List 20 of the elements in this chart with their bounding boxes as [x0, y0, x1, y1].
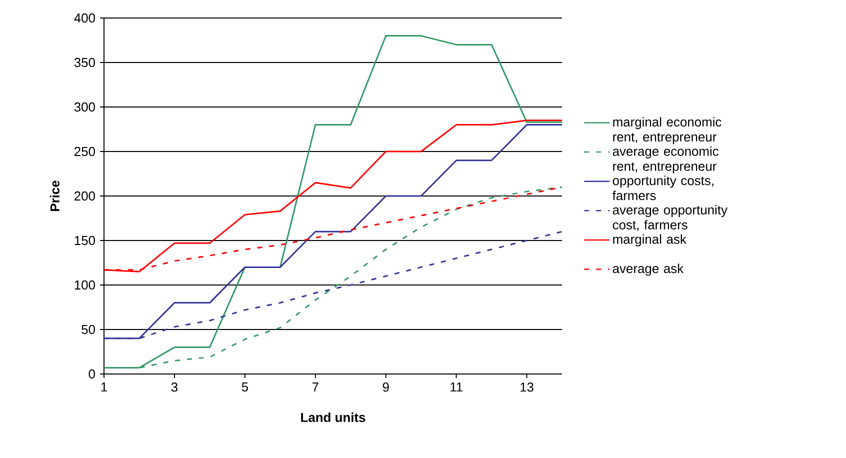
y-axis-title: Price [50, 180, 60, 211]
x-tick-label: 11 [450, 382, 462, 392]
x-tick-label: 7 [312, 382, 318, 392]
x-tick-label: 13 [520, 382, 534, 392]
y-tick-label: 150 [74, 236, 95, 246]
legend-label: marginal ask [613, 234, 686, 246]
legend-label: average ask [612, 264, 684, 276]
x-tick-label: 1 [101, 382, 107, 392]
y-tick-label: 300 [74, 102, 95, 112]
x-axis-title: Land units [301, 412, 366, 422]
y-tick-label: 50 [82, 324, 95, 334]
x-tick-label: 3 [171, 382, 178, 392]
x-tick-label: 5 [242, 382, 248, 392]
y-tick-label: 350 [74, 58, 95, 68]
y-tick-label: 400 [74, 13, 95, 23]
y-tick-label: 200 [74, 191, 95, 201]
y-tick-label: 0 [88, 369, 95, 379]
y-tick-label: 250 [74, 146, 95, 156]
y-tick-label: 100 [74, 280, 95, 290]
x-tick-label: 9 [382, 382, 389, 392]
